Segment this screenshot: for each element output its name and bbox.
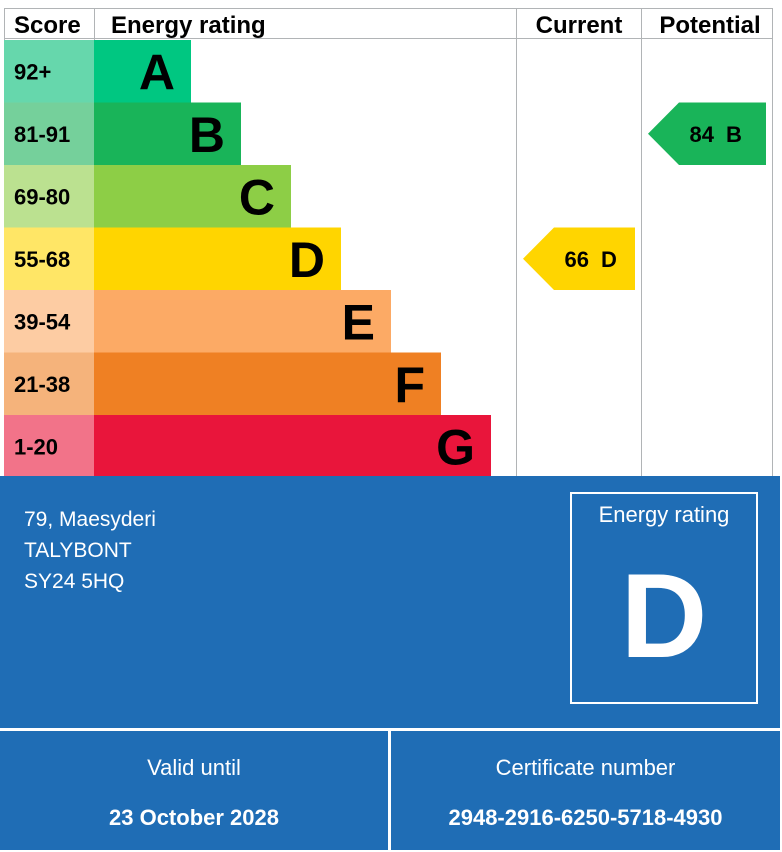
energy-rating-box-letter: D — [620, 549, 708, 683]
address-line-1: 79, Maesyderi — [24, 508, 156, 531]
energy-rating-box-label: Energy rating — [598, 502, 730, 527]
score-range-a: 92+ — [14, 59, 51, 84]
rating-bar-f — [94, 352, 441, 416]
header-score: Score — [14, 12, 81, 39]
current-rating-arrow — [523, 227, 635, 290]
epc-rating-chart: 92+ A81-91 B69-80 C55-68 D39-54 E21-38 F1-20 G … — [4, 8, 773, 476]
score-cell-c — [4, 165, 94, 228]
rating-bar-g — [94, 415, 491, 476]
band-letter-b: B — [189, 107, 225, 163]
header-energy-rating: Energy rating — [111, 12, 266, 39]
rating-bar-b — [94, 102, 241, 166]
certificate-number-value: 2948-2916-6250-5718-4930 — [448, 805, 723, 830]
current-rating-band-letter: D — [601, 247, 617, 272]
certificate-number-cell: Certificate number 2948-2916-6250-5718-4… — [391, 731, 780, 850]
valid-until-cell: Valid until 23 October 2028 — [0, 731, 388, 850]
band-letter-c: C — [239, 169, 275, 225]
potential-rating-band-letter: B — [726, 122, 742, 147]
header-potential: Potential — [659, 12, 760, 39]
score-range-c: 69-80 — [14, 184, 70, 209]
band-letter-e: E — [342, 294, 375, 350]
band-letter-d: D — [289, 232, 325, 288]
potential-rating-value: 84 — [690, 122, 715, 147]
address-line-2: TALYBONT — [24, 539, 132, 562]
certificate-number-label: Certificate number — [495, 755, 676, 780]
rating-bar-c — [94, 165, 291, 228]
band-letter-g: G — [436, 419, 475, 475]
rating-bar-e — [94, 290, 391, 353]
score-cell-f — [4, 352, 94, 416]
certificate-footer: Valid until 23 October 2028 Certificate … — [0, 731, 780, 850]
current-rating-value: 66 — [565, 247, 589, 272]
energy-rating-box: Energy rating D — [570, 492, 758, 704]
score-range-d: 55-68 — [14, 247, 70, 272]
score-range-g: 1-20 — [14, 434, 58, 459]
band-letter-f: F — [394, 357, 425, 413]
score-cell-g — [4, 415, 94, 476]
score-cell-e — [4, 290, 94, 353]
valid-until-date: 23 October 2028 — [109, 805, 279, 830]
rating-arrows: 66 D 84 B — [523, 102, 766, 290]
rating-bar-d — [94, 227, 341, 291]
property-info-panel: 79, Maesyderi TALYBONT SY24 5HQ Energy r… — [0, 476, 780, 728]
score-cell-b — [4, 102, 94, 166]
potential-rating-arrow — [648, 102, 766, 165]
score-range-e: 39-54 — [14, 309, 71, 334]
score-cell-a — [4, 40, 94, 103]
address-line-3: SY24 5HQ — [24, 570, 125, 593]
rating-bar-a — [94, 40, 191, 103]
column-headers: Score Energy rating Current Potential — [14, 12, 761, 39]
property-address: 79, Maesyderi TALYBONT SY24 5HQ — [24, 504, 156, 597]
score-cell-d — [4, 227, 94, 291]
score-range-f: 21-38 — [14, 372, 70, 397]
band-letter-a: A — [139, 44, 175, 100]
valid-until-label: Valid until — [147, 755, 241, 780]
header-current: Current — [536, 12, 623, 39]
rating-bands: 92+ A 81-91 B 69-80 C 55-68 D 39-54 E 21-38 F 1-20 G — [4, 40, 491, 476]
score-range-b: 81-91 — [14, 122, 70, 147]
